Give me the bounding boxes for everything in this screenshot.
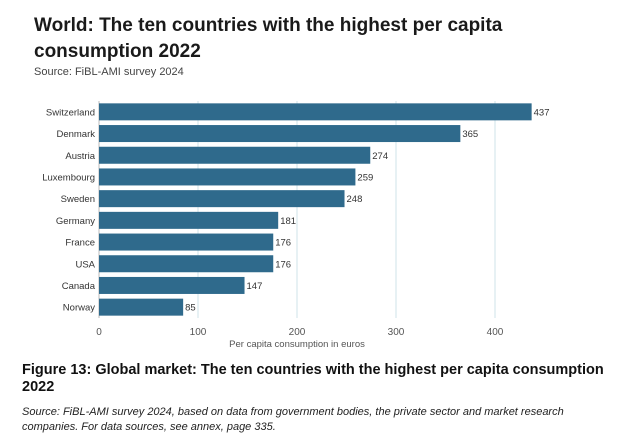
category-label: Norway (63, 303, 95, 314)
x-tick-label: 300 (388, 327, 405, 338)
bar-norway (99, 298, 184, 316)
data-label: 147 (247, 281, 263, 292)
bar-canada (99, 276, 245, 294)
data-label: 248 (347, 194, 363, 205)
bar-austria (99, 146, 371, 164)
data-label: 176 (275, 259, 291, 270)
bar-germany (99, 211, 279, 229)
data-label: 181 (280, 216, 296, 227)
bar-france (99, 233, 274, 251)
category-label: Luxembourg (42, 172, 95, 183)
category-label: Canada (62, 281, 96, 292)
figure-caption: Figure 13: Global market: The ten countr… (22, 362, 604, 395)
chart-title: World: The ten countries with the highes… (34, 15, 503, 62)
data-label: 85 (185, 303, 196, 314)
x-tick-label: 200 (289, 327, 306, 338)
category-label: Denmark (56, 129, 95, 140)
data-label: 274 (372, 151, 388, 162)
x-tick-label: 0 (96, 327, 102, 338)
bar-denmark (99, 125, 461, 143)
bar-usa (99, 255, 274, 273)
data-label: 259 (357, 172, 373, 183)
data-label: 176 (275, 238, 291, 249)
x-axis-label: Per capita consumption in euros (229, 339, 365, 350)
category-label: USA (75, 259, 95, 270)
figure-source-note: Source: FiBL-AMI survey 2024, based on d… (22, 406, 564, 433)
bar-luxembourg (99, 168, 356, 186)
category-label: Switzerland (46, 107, 95, 118)
category-label: Germany (56, 216, 95, 227)
category-label: Austria (65, 151, 95, 162)
x-tick-label: 400 (487, 327, 504, 338)
chart-subtitle: Source: FiBL-AMI survey 2024 (34, 66, 184, 78)
bar-switzerland (99, 103, 532, 121)
data-label: 437 (534, 107, 550, 118)
data-label: 365 (462, 129, 478, 140)
bar-sweden (99, 190, 345, 208)
category-label: Sweden (61, 194, 95, 205)
x-tick-label: 100 (190, 327, 207, 338)
category-label: France (65, 238, 95, 249)
